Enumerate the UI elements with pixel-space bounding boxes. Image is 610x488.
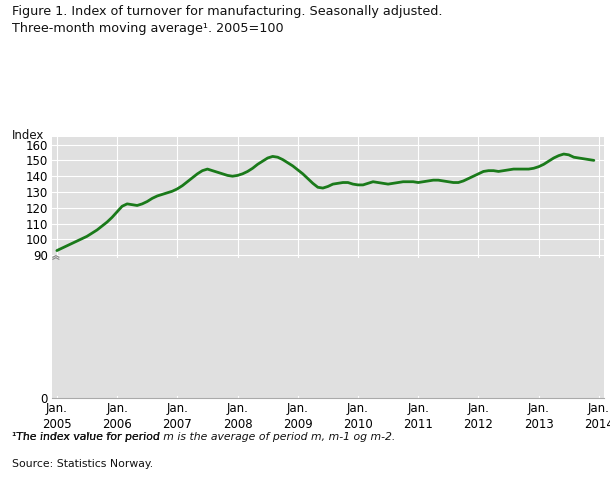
Text: Index: Index	[12, 129, 45, 142]
Text: Figure 1. Index of turnover for manufacturing. Seasonally adjusted.
Three-month : Figure 1. Index of turnover for manufact…	[12, 5, 443, 35]
Bar	[52, 259, 609, 396]
Text: ¹The index value for period: ¹The index value for period	[12, 432, 163, 442]
Text: ¹The index value for period m is the average of period m, m-1 og m-2.: ¹The index value for period m is the ave…	[12, 432, 395, 442]
Text: Source: Statistics Norway.: Source: Statistics Norway.	[12, 459, 153, 468]
